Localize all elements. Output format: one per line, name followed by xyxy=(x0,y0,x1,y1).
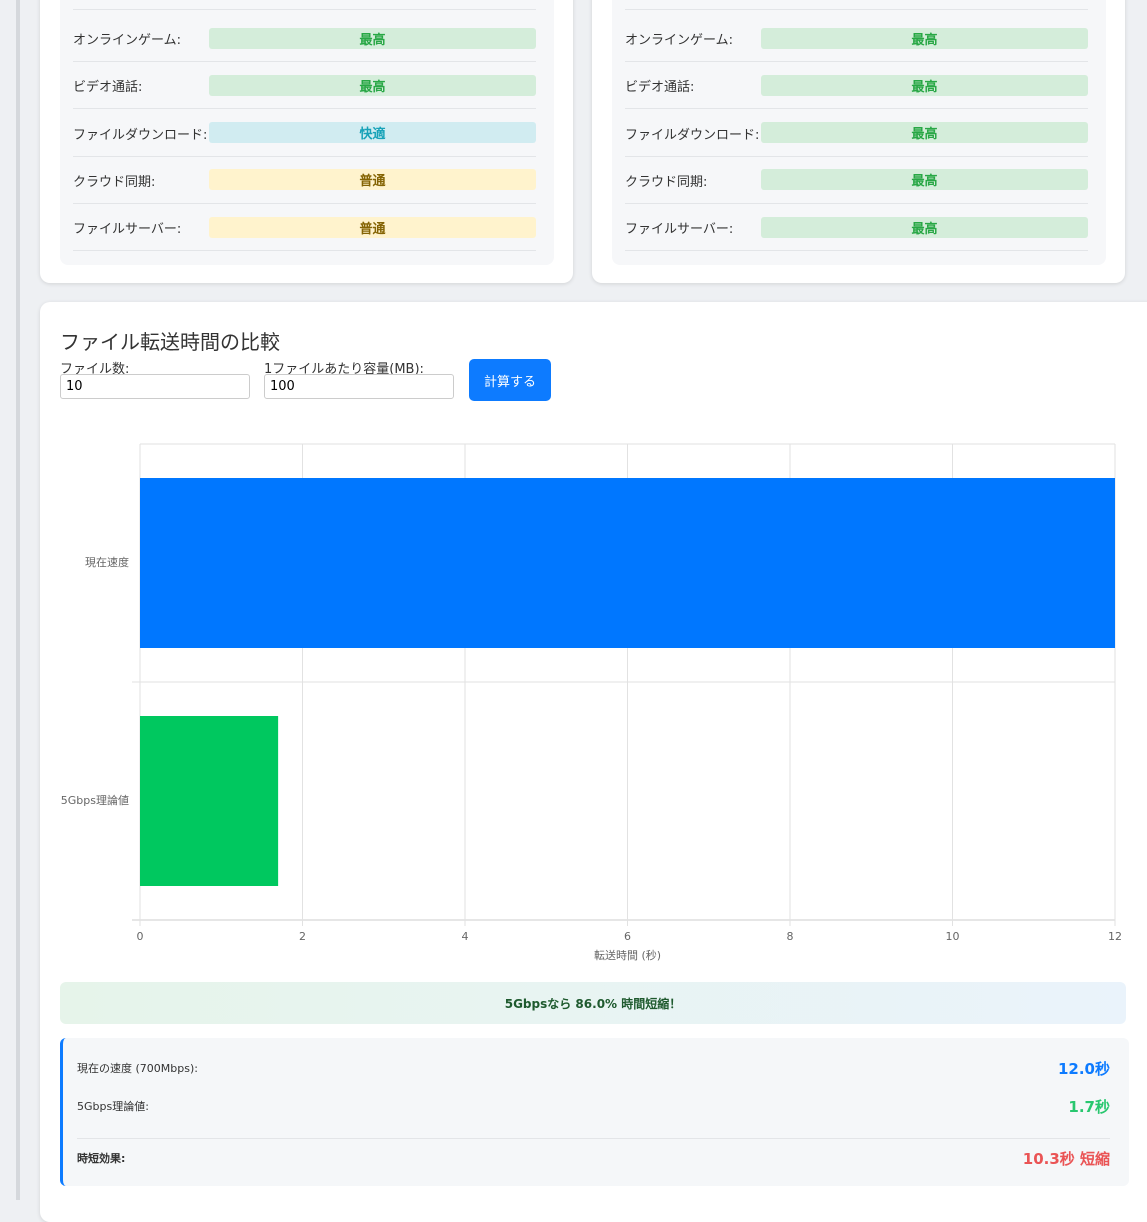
banner: 5Gbpsなら 86.0% 時間短縮！ xyxy=(60,982,1126,1024)
separator xyxy=(625,250,1088,251)
rating-badge: 快適 xyxy=(209,122,536,143)
separator xyxy=(73,108,536,110)
input-label: ファイル数: xyxy=(60,362,130,377)
separator xyxy=(73,9,536,10)
row-label: ファイルサーバー: xyxy=(625,222,734,237)
section-title: ファイル転送時間の比較 xyxy=(60,330,280,354)
result-label: 時短効果: xyxy=(77,1152,126,1165)
separator xyxy=(625,9,1088,10)
result-value: 1.7秒 xyxy=(1068,1098,1110,1116)
row-label: クラウド同期: xyxy=(73,174,156,190)
result-value: 12.0秒 xyxy=(1057,1060,1110,1078)
rating-badge: 最高 xyxy=(761,122,1088,143)
row-label: ビデオ通話: xyxy=(73,80,143,96)
separator xyxy=(625,108,1088,110)
row-label: ファイルサーバー: xyxy=(73,222,182,237)
separator xyxy=(73,155,536,157)
input[interactable] xyxy=(264,374,454,399)
separator xyxy=(73,250,536,251)
rating-badge: 最高 xyxy=(761,27,1088,49)
row-label: ビデオ通話: xyxy=(625,80,695,96)
result-label: 5Gbps理論値: xyxy=(77,1100,149,1113)
separator xyxy=(625,61,1088,62)
input-label: 1ファイルあたり容量(MB): xyxy=(264,362,424,377)
rating-badge: 最高 xyxy=(761,169,1088,191)
rating-badge: 最高 xyxy=(209,27,536,49)
row-label: オンラインゲーム: xyxy=(625,33,733,48)
rating-badge: 普通 xyxy=(209,216,536,238)
result-label: 現在の速度 (700Mbps): xyxy=(77,1062,198,1075)
input[interactable] xyxy=(60,374,250,399)
separator xyxy=(77,1138,1110,1139)
separator xyxy=(73,202,536,204)
separator xyxy=(73,61,536,62)
rating-badge: 最高 xyxy=(209,74,536,96)
separator xyxy=(625,155,1088,157)
row-label: ファイルダウンロード: xyxy=(73,127,208,143)
rating-badge: 最高 xyxy=(761,216,1088,238)
row-label: オンラインゲーム: xyxy=(73,33,181,48)
calc-button[interactable]: 計算する xyxy=(469,359,551,401)
result-box xyxy=(60,1038,1129,1186)
row-label: クラウド同期: xyxy=(625,174,708,190)
separator xyxy=(625,202,1088,204)
rating-badge: 普通 xyxy=(209,169,536,191)
rating-badge: 最高 xyxy=(761,74,1088,96)
result-value: 10.3秒 短縮 xyxy=(1022,1150,1110,1168)
scroll-edge xyxy=(16,0,20,1200)
row-label: ファイルダウンロード: xyxy=(625,127,760,143)
